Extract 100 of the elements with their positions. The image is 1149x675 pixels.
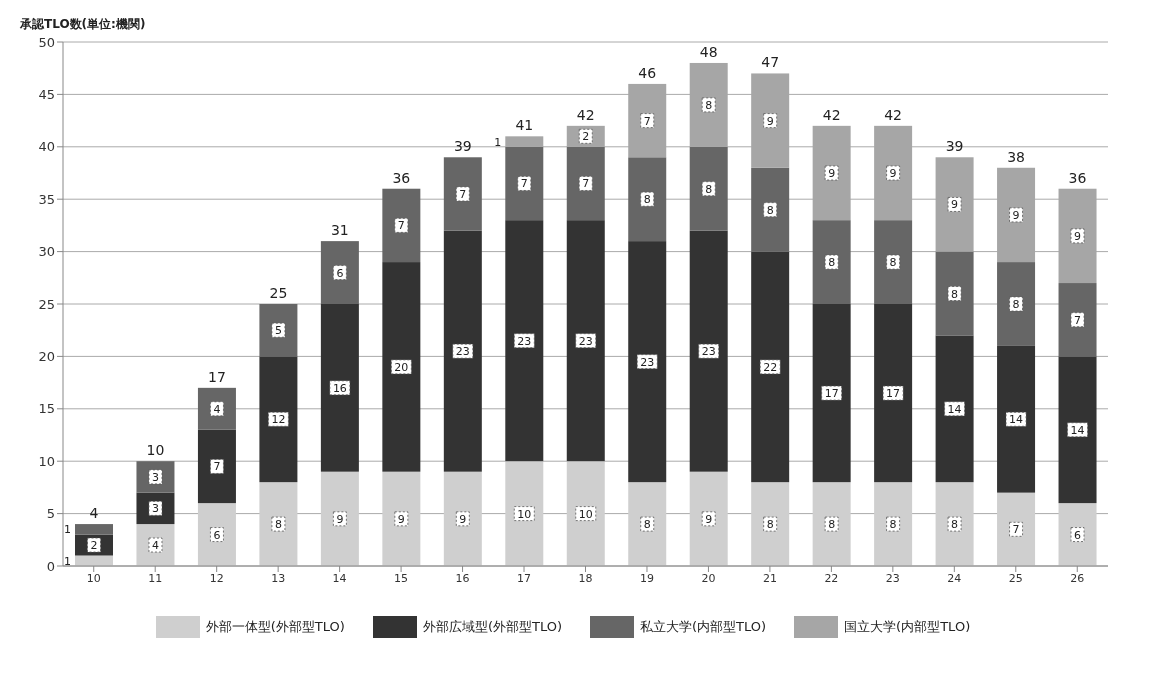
y-tick-label: 30 xyxy=(38,244,55,260)
x-tick-label: 21 xyxy=(762,571,777,585)
y-tick-label: 5 xyxy=(46,506,55,522)
bar xyxy=(505,220,544,462)
bar xyxy=(382,188,421,263)
data-label: 8 xyxy=(643,193,651,207)
total-label: 25 xyxy=(269,285,288,301)
data-label: 22 xyxy=(763,360,778,374)
bar xyxy=(566,461,605,566)
data-label: 23 xyxy=(517,334,532,348)
y-axis-title: 承認TLO数(単位:機関) xyxy=(20,16,146,33)
data-label: 8 xyxy=(889,518,897,532)
y-tick-label: 50 xyxy=(38,34,55,50)
data-label: 20 xyxy=(394,360,409,374)
x-tick-label: 18 xyxy=(578,571,593,585)
total-label: 46 xyxy=(638,64,657,81)
data-label: 7 xyxy=(459,187,467,201)
legend-label: 国立大学(内部型TLO) xyxy=(844,618,971,636)
total-label: 10 xyxy=(146,442,165,459)
bar xyxy=(997,492,1036,566)
y-tick-label: 35 xyxy=(38,191,55,207)
data-label: 7 xyxy=(1012,523,1020,537)
data-label: 3 xyxy=(151,502,159,516)
x-tick-label: 12 xyxy=(209,571,224,585)
data-label: 1 xyxy=(64,554,71,568)
total-label: 39 xyxy=(453,138,472,155)
bar xyxy=(997,262,1036,346)
x-tick-label: 24 xyxy=(947,571,962,585)
bar xyxy=(689,230,728,472)
x-tick-label: 16 xyxy=(455,571,470,585)
data-label: 1 xyxy=(494,135,502,149)
data-label: 9 xyxy=(828,167,836,180)
bar xyxy=(935,335,974,483)
total-label: 41 xyxy=(515,117,534,134)
data-label: 12 xyxy=(271,413,286,427)
bar xyxy=(874,220,913,304)
data-label: 23 xyxy=(640,355,655,369)
data-label: 23 xyxy=(578,334,593,348)
data-label: 4 xyxy=(151,539,159,553)
bar xyxy=(443,471,482,566)
data-label: 8 xyxy=(1012,298,1020,311)
bar xyxy=(689,146,728,231)
bar xyxy=(874,304,913,483)
data-label: 8 xyxy=(766,203,774,217)
bar xyxy=(320,304,359,472)
bar xyxy=(812,304,851,483)
data-label: 9 xyxy=(397,512,405,526)
x-tick-label: 10 xyxy=(86,571,101,585)
data-label: 9 xyxy=(766,114,774,128)
total-label: 36 xyxy=(392,169,411,186)
x-tick-label: 17 xyxy=(517,571,532,585)
y-tick-label: 0 xyxy=(46,558,55,574)
data-label: 2 xyxy=(90,539,98,553)
data-label: 8 xyxy=(274,518,282,532)
bar xyxy=(566,146,605,221)
bar xyxy=(197,503,236,566)
bar xyxy=(751,167,790,252)
data-label: 23 xyxy=(701,345,716,359)
y-tick-label: 45 xyxy=(38,87,55,103)
data-label: 9 xyxy=(459,512,467,526)
x-tick-label: 13 xyxy=(271,571,286,585)
data-label: 8 xyxy=(828,256,836,270)
y-tick-label: 25 xyxy=(38,296,55,312)
y-tick-label: 15 xyxy=(38,401,55,417)
x-tick-label: 22 xyxy=(824,571,839,585)
legend-label: 外部広域型(外部型TLO) xyxy=(422,618,562,636)
bar xyxy=(382,262,421,472)
total-label: 4 xyxy=(89,505,99,522)
data-label: 7 xyxy=(582,177,590,191)
bar xyxy=(1058,503,1097,566)
data-label: 8 xyxy=(643,518,651,532)
data-label: 8 xyxy=(889,256,897,270)
x-tick-label: 19 xyxy=(639,571,654,585)
bar xyxy=(997,345,1036,493)
data-label: 8 xyxy=(828,518,836,532)
legend-label: 外部一体型(外部型TLO) xyxy=(205,618,345,636)
total-label: 47 xyxy=(761,54,780,71)
data-label: 8 xyxy=(705,182,713,196)
x-tick-label: 23 xyxy=(885,571,900,585)
data-label: 6 xyxy=(213,528,221,542)
x-tick-label: 11 xyxy=(148,571,163,585)
y-tick-label: 20 xyxy=(38,349,55,365)
bar xyxy=(259,304,298,357)
bar xyxy=(935,251,974,336)
data-label: 23 xyxy=(455,345,470,359)
data-label: 9 xyxy=(889,167,897,180)
bar xyxy=(505,461,544,566)
total-label: 39 xyxy=(945,138,964,155)
data-label: 7 xyxy=(1074,313,1082,327)
data-label: 5 xyxy=(274,324,282,338)
data-label: 8 xyxy=(766,518,774,532)
bar xyxy=(443,230,482,472)
total-label: 48 xyxy=(699,43,718,60)
data-label: 6 xyxy=(336,266,344,280)
bar xyxy=(75,524,113,535)
data-label: 16 xyxy=(332,381,347,395)
bar xyxy=(259,356,298,483)
x-tick-label: 14 xyxy=(332,571,347,585)
data-label: 4 xyxy=(213,402,221,416)
data-label: 8 xyxy=(951,287,959,301)
